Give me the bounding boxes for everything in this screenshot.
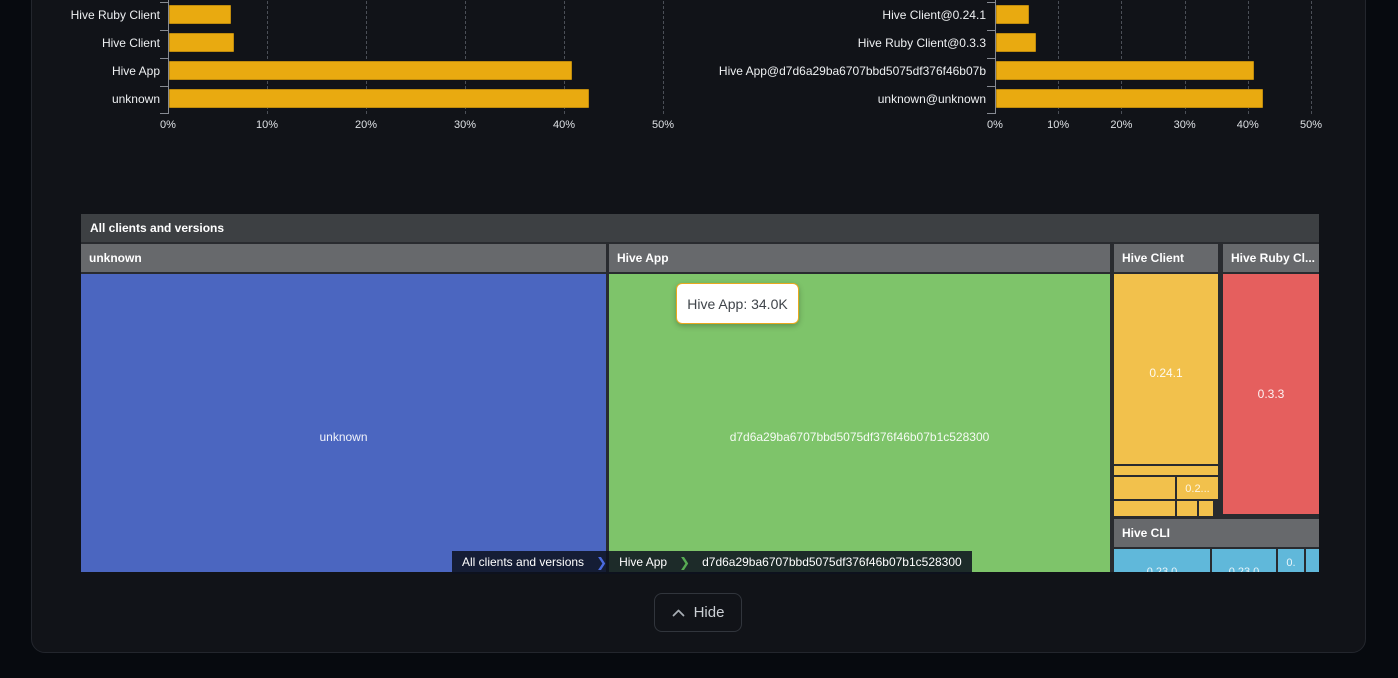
breadcrumb-item-hive-app[interactable]: Hive App xyxy=(609,551,678,574)
treemap-cell-hive-cli-0230b[interactable] xyxy=(1212,549,1276,572)
bar-unknown[interactable] xyxy=(169,89,589,108)
axis-tick xyxy=(160,86,168,87)
axis-tick xyxy=(160,58,168,59)
axis-tick xyxy=(987,2,995,3)
treemap-section-hive-ruby-client[interactable]: Hive Ruby Cl... xyxy=(1223,244,1319,272)
treemap-cell-hive-client-02x[interactable] xyxy=(1177,477,1218,499)
bar-hive-ruby-033[interactable] xyxy=(996,33,1036,52)
x-axis-tick-label: 10% xyxy=(255,119,279,131)
treemap-cell-hive-client-minor[interactable] xyxy=(1177,501,1197,516)
treemap-cell-hive-cli-minor[interactable] xyxy=(1306,549,1319,572)
axis-tick xyxy=(160,30,168,31)
bar-category-label: Hive App@d7d6a29ba6707bbd5075df376f46b07… xyxy=(718,64,986,78)
breadcrumb-separator-icon: ❯ xyxy=(677,551,693,574)
gridline xyxy=(1247,0,1249,114)
bar-hive-client-0241[interactable] xyxy=(996,5,1030,24)
axis-tick xyxy=(987,58,995,59)
bar-category-label: Hive App xyxy=(111,64,160,78)
chevron-up-icon xyxy=(672,609,685,617)
treemap-cell-hive-ruby-033[interactable] xyxy=(1223,274,1319,514)
axis-tick xyxy=(987,86,995,87)
gridline xyxy=(663,0,664,114)
x-axis-tick-label: 40% xyxy=(552,119,576,131)
bar-hive-app[interactable] xyxy=(169,61,572,80)
gridline xyxy=(1184,0,1186,114)
x-axis-tick-label: 40% xyxy=(1236,119,1259,131)
x-axis-tick-label: 0% xyxy=(160,119,176,131)
treemap-cell-unknown[interactable] xyxy=(81,274,606,572)
gridline xyxy=(1121,0,1123,114)
breadcrumb-item-all-clients[interactable]: All clients and versions xyxy=(452,551,595,574)
hide-button[interactable]: Hide xyxy=(654,593,742,632)
gridline xyxy=(564,0,565,114)
treemap-cell-hive-client-minor[interactable] xyxy=(1199,501,1213,516)
axis-tick xyxy=(160,113,168,114)
x-axis-tick-label: 10% xyxy=(1047,119,1070,131)
treemap-cell-hive-cli-0230[interactable] xyxy=(1114,549,1210,572)
x-axis-tick-label: 0% xyxy=(987,119,1003,131)
gridline xyxy=(267,0,268,114)
treemap-breadcrumb: All clients and versions ❯ Hive App ❯ d7… xyxy=(452,551,972,574)
client-usage-bar-chart: 0% 10% 20% 30% 40% 50% xyxy=(160,0,674,131)
clients-versions-treemap: All clients and versions unknown unknown… xyxy=(81,214,1319,572)
treemap-cell-hive-client-minor[interactable] xyxy=(1114,466,1218,475)
treemap-section-hive-cli[interactable]: Hive CLI xyxy=(1114,519,1319,547)
treemap-cell-hive-cli-minor[interactable] xyxy=(1278,549,1304,572)
bar-category-label: Hive Ruby Client@0.3.3 xyxy=(857,36,986,50)
y-axis-line xyxy=(168,0,169,114)
treemap-cell-hive-client-0241[interactable] xyxy=(1114,274,1218,464)
x-axis-tick-label: 50% xyxy=(1299,119,1323,131)
treemap-section-hive-client[interactable]: Hive Client xyxy=(1114,244,1218,272)
bar-hive-ruby-client[interactable] xyxy=(169,5,232,24)
client-version-bar-chart: 0% 10% 20% 30% 40% 50% xyxy=(987,0,1322,131)
treemap-section-hive-app[interactable]: Hive App xyxy=(609,244,1110,272)
y-axis-line xyxy=(995,0,996,114)
gridline xyxy=(465,0,466,114)
treemap-tooltip: Hive App: 34.0K xyxy=(676,283,799,324)
breadcrumb-separator-icon: ❯ xyxy=(594,551,610,574)
bar-category-label: unknown xyxy=(111,92,160,106)
gridline xyxy=(1058,0,1060,114)
bar-hive-app-hash[interactable] xyxy=(996,61,1254,80)
treemap-cell-hive-client-minor[interactable] xyxy=(1114,501,1175,516)
x-axis-tick-label: 30% xyxy=(453,119,477,131)
axis-tick xyxy=(987,30,995,31)
bar-hive-client[interactable] xyxy=(169,33,235,52)
x-axis-tick-label: 20% xyxy=(354,119,378,131)
axis-tick xyxy=(160,2,168,3)
treemap-section-unknown[interactable]: unknown xyxy=(81,244,606,272)
gridline xyxy=(1311,0,1312,114)
x-axis-tick-label: 50% xyxy=(651,119,675,131)
x-axis-tick-label: 30% xyxy=(1173,119,1196,131)
hide-button-label: Hide xyxy=(693,604,725,621)
treemap-cell-hive-client-minor[interactable] xyxy=(1114,477,1175,499)
x-axis-tick-label: 20% xyxy=(1110,119,1133,131)
bar-category-label: unknown@unknown xyxy=(877,92,986,106)
breadcrumb-item-hash[interactable]: d7d6a29ba6707bbd5075df376f46b07b1c528300 xyxy=(692,551,972,574)
treemap-title: All clients and versions xyxy=(81,214,1319,242)
bar-category-label: Hive Client xyxy=(101,36,160,50)
gridline xyxy=(366,0,367,114)
bar-unknown-unknown[interactable] xyxy=(996,89,1263,108)
axis-tick xyxy=(987,113,995,114)
bar-category-label: Hive Client@0.24.1 xyxy=(882,8,986,22)
bar-category-label: Hive Ruby Client xyxy=(70,8,160,22)
